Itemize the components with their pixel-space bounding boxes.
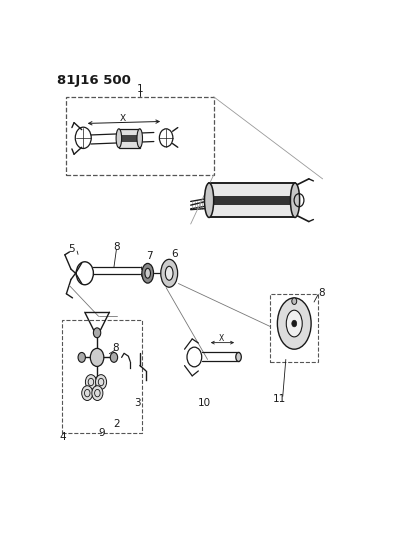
Circle shape: [82, 386, 93, 400]
Ellipse shape: [236, 352, 241, 361]
Circle shape: [92, 386, 103, 400]
Text: 11: 11: [272, 394, 286, 404]
Bar: [209, 183, 295, 217]
Ellipse shape: [277, 298, 311, 349]
Circle shape: [90, 349, 104, 366]
Text: 4: 4: [60, 432, 66, 442]
Circle shape: [93, 328, 101, 338]
Ellipse shape: [204, 183, 214, 217]
Ellipse shape: [166, 266, 173, 280]
Text: 8: 8: [112, 343, 119, 353]
Text: 6: 6: [171, 248, 178, 259]
Ellipse shape: [137, 129, 143, 148]
Text: 81J16 500: 81J16 500: [57, 74, 131, 87]
Bar: [211, 196, 293, 205]
Text: 1: 1: [137, 84, 143, 94]
Bar: [120, 135, 139, 142]
Bar: [119, 129, 140, 148]
Circle shape: [86, 375, 97, 390]
Circle shape: [110, 352, 118, 362]
Text: 8: 8: [113, 241, 120, 252]
Bar: [270, 294, 318, 361]
Ellipse shape: [145, 268, 150, 278]
Ellipse shape: [161, 260, 178, 287]
Circle shape: [95, 375, 107, 390]
Circle shape: [292, 298, 297, 304]
Text: X: X: [219, 334, 224, 343]
Bar: [67, 97, 214, 175]
Ellipse shape: [286, 310, 302, 337]
Circle shape: [78, 352, 86, 362]
Text: 3: 3: [135, 398, 141, 408]
Text: X: X: [120, 114, 126, 123]
Ellipse shape: [116, 129, 122, 148]
Text: 2: 2: [113, 419, 120, 429]
Ellipse shape: [290, 183, 300, 217]
Circle shape: [292, 320, 297, 327]
Text: 9: 9: [98, 429, 105, 438]
Circle shape: [93, 377, 101, 387]
Bar: [62, 320, 142, 433]
Text: 7: 7: [146, 251, 152, 261]
Text: 8: 8: [319, 288, 326, 298]
Text: 5: 5: [69, 244, 75, 254]
Ellipse shape: [142, 263, 154, 283]
Text: 10: 10: [198, 398, 211, 408]
